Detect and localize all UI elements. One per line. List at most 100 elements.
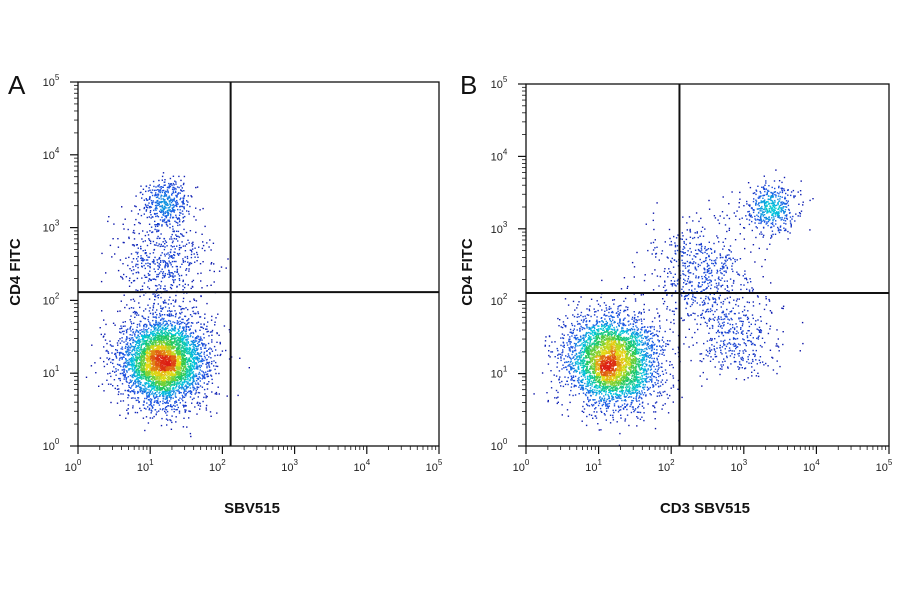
event-dot	[153, 328, 156, 331]
event-dot	[209, 347, 211, 349]
event-dot	[143, 369, 146, 371]
event-dot	[144, 323, 146, 326]
event-dot	[157, 371, 159, 373]
event-dot	[161, 376, 163, 378]
event-dot	[160, 296, 162, 299]
event-dot	[182, 329, 185, 332]
event-dot	[155, 278, 157, 281]
event-dot	[169, 350, 171, 352]
event-dot	[154, 228, 156, 231]
event-dot	[134, 368, 136, 370]
event-dot	[144, 252, 147, 254]
event-dot	[152, 335, 154, 337]
event-dot	[205, 409, 208, 411]
event-dot	[161, 334, 163, 337]
event-dot	[118, 351, 120, 354]
event-dot	[153, 189, 156, 192]
event-dot	[199, 316, 202, 318]
event-dot	[153, 387, 155, 390]
event-dot	[122, 263, 124, 265]
event-dot	[159, 349, 161, 351]
event-dot	[131, 370, 134, 372]
event-dot	[134, 372, 136, 374]
event-dot	[186, 200, 188, 202]
event-dot	[176, 320, 179, 322]
event-dot	[193, 362, 195, 364]
event-dot	[170, 371, 173, 374]
event-dot	[161, 191, 164, 194]
event-dot	[182, 245, 185, 247]
event-dot	[125, 331, 128, 334]
event-dot	[179, 192, 181, 194]
event-dot	[134, 310, 136, 313]
event-dot	[137, 331, 139, 334]
event-dot	[171, 373, 173, 375]
event-dot	[161, 388, 163, 391]
event-dot	[183, 190, 185, 192]
event-dot	[211, 339, 213, 341]
event-dot	[149, 210, 152, 212]
event-dot	[141, 335, 144, 337]
event-dot	[206, 325, 208, 328]
event-dot	[165, 262, 167, 264]
event-dot	[183, 194, 186, 197]
event-dot	[134, 345, 136, 348]
event-dot	[199, 373, 201, 375]
event-dot	[147, 335, 150, 338]
event-dot	[137, 369, 140, 371]
event-dot	[164, 398, 167, 400]
event-dot	[160, 346, 163, 348]
event-dot	[202, 400, 204, 403]
event-dot	[194, 337, 197, 339]
event-dot	[144, 334, 146, 336]
event-dot	[208, 335, 210, 337]
event-dot	[187, 195, 189, 197]
event-dot	[213, 281, 215, 283]
event-dot	[186, 255, 189, 258]
event-dot	[208, 361, 211, 364]
event-dot	[147, 348, 149, 351]
event-dot	[167, 337, 169, 339]
event-dot	[164, 406, 167, 409]
event-dot	[119, 342, 122, 344]
event-dot	[200, 359, 202, 362]
event-dot	[184, 345, 186, 347]
event-dot	[132, 359, 134, 362]
event-dot	[151, 202, 153, 205]
event-dot	[173, 281, 175, 284]
event-dot	[189, 374, 191, 376]
event-dot	[126, 348, 129, 350]
event-dot	[167, 333, 170, 335]
event-dot	[137, 397, 139, 399]
event-dot	[152, 371, 154, 373]
event-dot	[210, 262, 213, 264]
event-dot	[157, 348, 159, 351]
event-dot	[188, 379, 191, 382]
event-dot	[210, 363, 213, 365]
event-dot	[174, 271, 176, 273]
event-dot	[206, 362, 208, 365]
event-dot	[164, 181, 166, 183]
event-dot	[123, 330, 125, 332]
event-dot	[166, 358, 168, 361]
event-dot	[103, 360, 105, 363]
event-dot	[184, 336, 187, 339]
event-dot	[181, 345, 183, 347]
event-dot	[137, 358, 139, 360]
event-dot	[138, 346, 140, 348]
event-dot	[179, 247, 182, 249]
event-dot	[173, 210, 175, 212]
event-dot	[159, 326, 162, 328]
event-dot	[143, 360, 145, 362]
event-dot	[153, 375, 155, 378]
event-dot	[138, 365, 140, 368]
event-dot	[163, 275, 166, 277]
event-dot	[159, 381, 161, 383]
event-dot	[151, 231, 153, 234]
event-dot	[185, 327, 187, 329]
event-dot	[119, 379, 121, 382]
event-dot	[182, 307, 184, 310]
event-dot	[119, 372, 122, 375]
event-dot	[178, 279, 181, 282]
event-dot	[156, 385, 159, 387]
